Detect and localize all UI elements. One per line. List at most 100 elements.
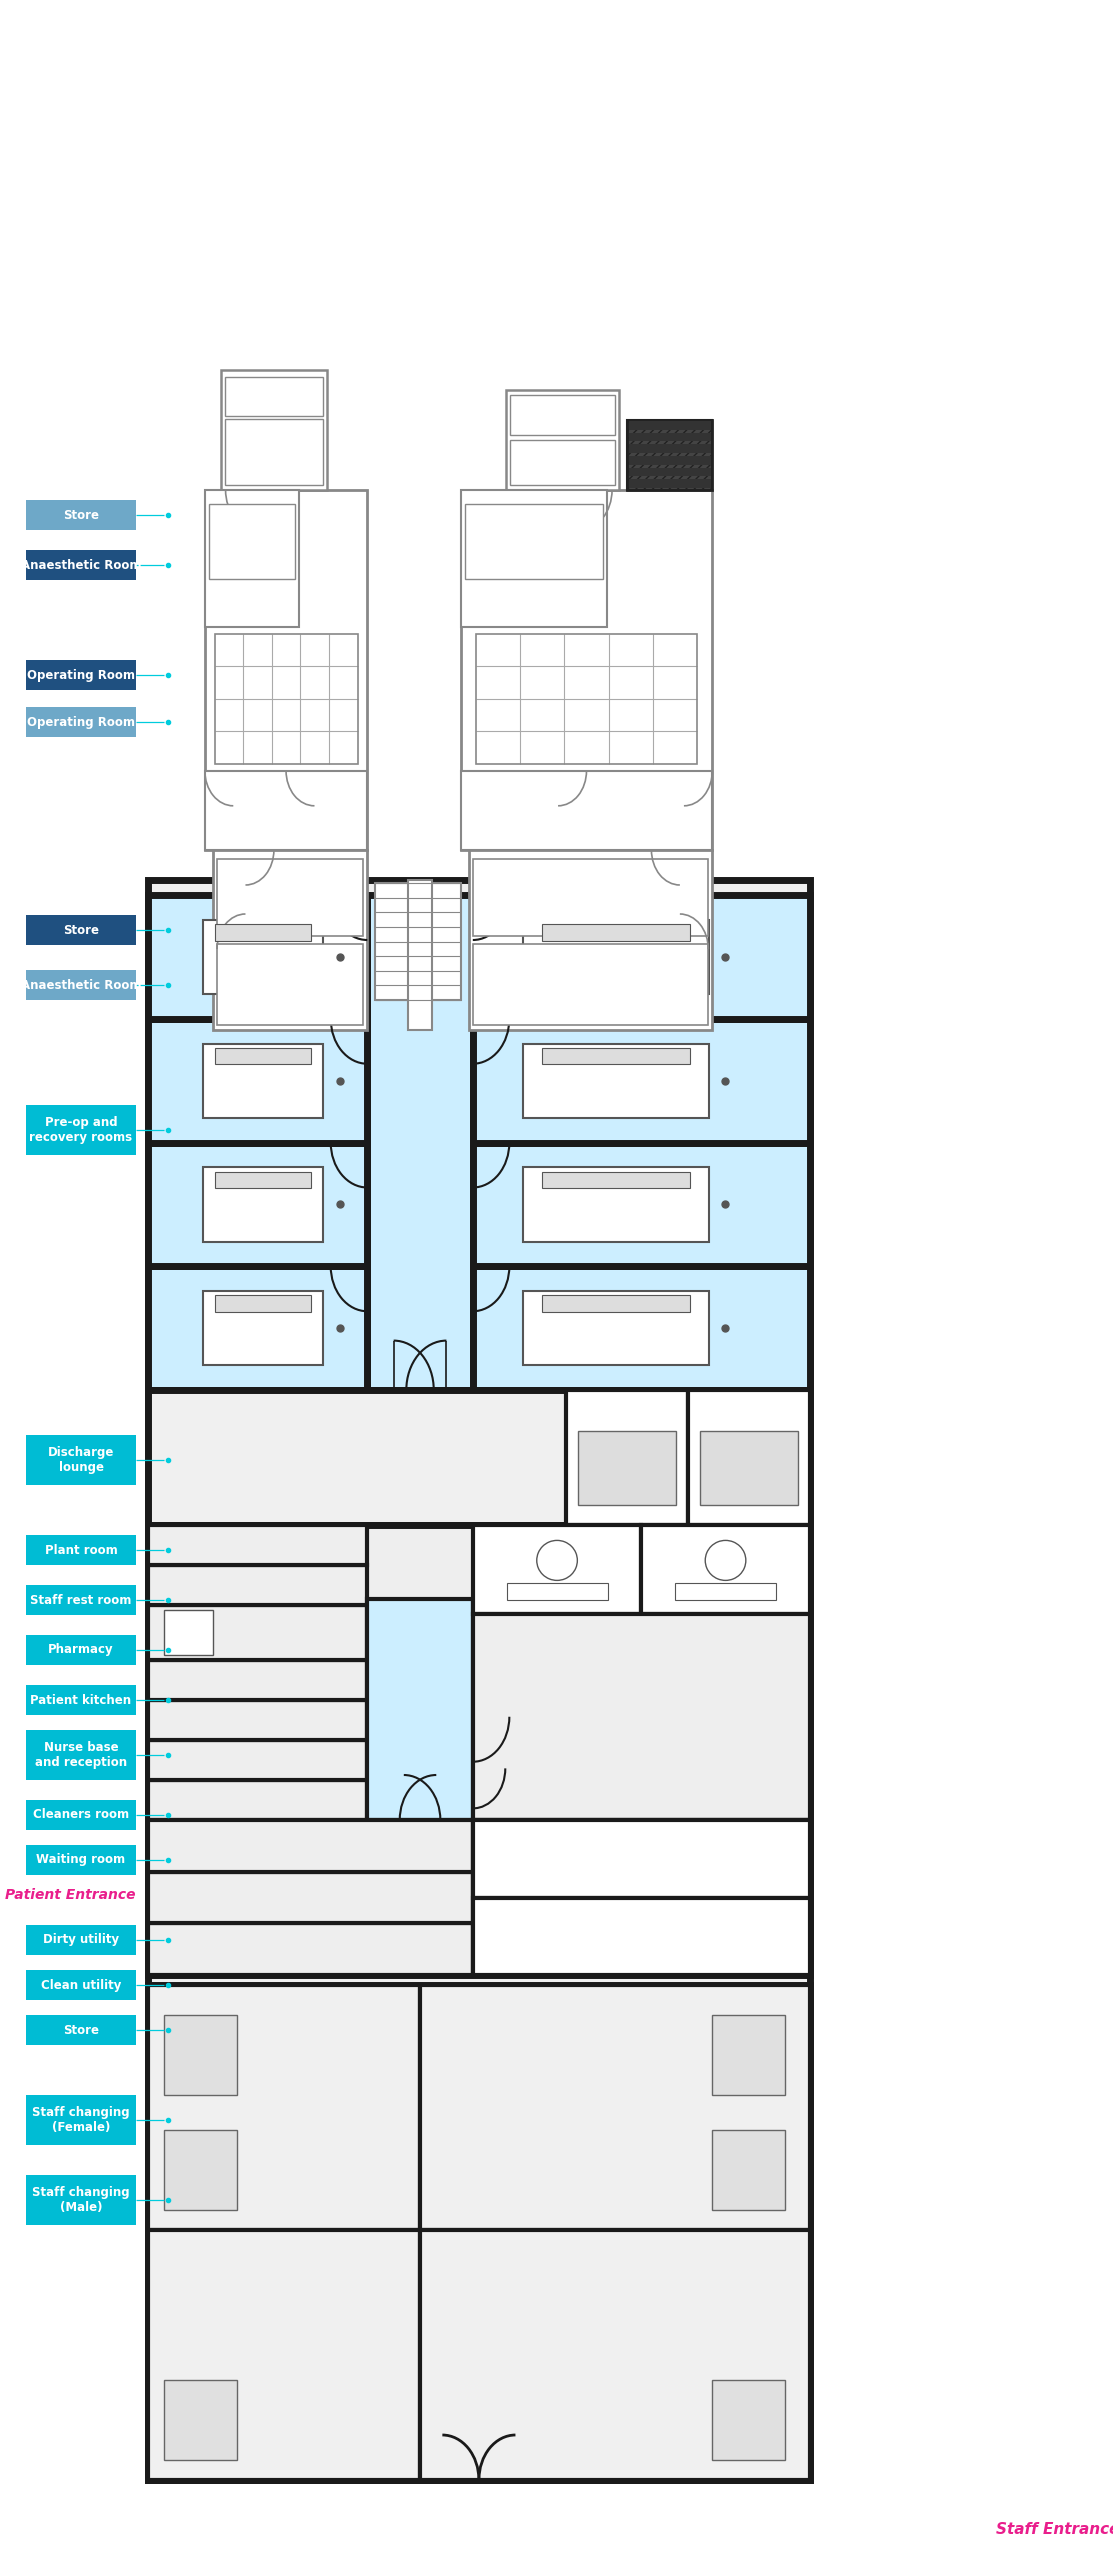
Bar: [367, 896, 473, 1390]
Bar: [674, 1582, 776, 1600]
Bar: [473, 896, 810, 1019]
Bar: [475, 635, 697, 763]
Bar: [148, 1820, 473, 1871]
Bar: [27, 1731, 136, 1779]
Bar: [148, 1820, 810, 1974]
Bar: [27, 1636, 136, 1664]
Text: Plant room: Plant room: [45, 1544, 118, 1556]
Bar: [221, 371, 327, 489]
Bar: [27, 914, 136, 945]
Bar: [367, 1600, 473, 1820]
Bar: [209, 504, 295, 579]
Bar: [465, 504, 602, 579]
Bar: [542, 1172, 690, 1188]
Bar: [203, 1167, 324, 1242]
Bar: [469, 850, 712, 1029]
Bar: [420, 1984, 810, 2230]
Text: Dirty utility: Dirty utility: [43, 1933, 119, 1946]
Text: Operating Room: Operating Room: [27, 668, 135, 681]
Bar: [165, 2130, 237, 2209]
Bar: [148, 1019, 367, 1142]
Bar: [629, 479, 711, 489]
Bar: [523, 919, 709, 993]
Bar: [165, 2381, 237, 2460]
Bar: [523, 1290, 709, 1364]
Bar: [407, 881, 432, 1029]
Text: Waiting room: Waiting room: [37, 1853, 126, 1866]
Bar: [628, 420, 712, 489]
Bar: [205, 489, 299, 627]
Bar: [461, 489, 712, 850]
Bar: [27, 1800, 136, 1830]
Bar: [629, 420, 711, 430]
Bar: [148, 1390, 810, 1526]
Text: Staff Entrance: Staff Entrance: [996, 2522, 1113, 2537]
Bar: [148, 896, 367, 1019]
Bar: [473, 1897, 810, 1974]
Bar: [473, 1820, 810, 1974]
Bar: [148, 1526, 367, 1564]
Text: Patient Entrance: Patient Entrance: [6, 1889, 136, 1902]
Bar: [473, 1142, 810, 1267]
Bar: [215, 1047, 312, 1065]
Bar: [27, 1971, 136, 1999]
Bar: [579, 1431, 676, 1505]
Bar: [506, 1582, 608, 1600]
Bar: [205, 771, 367, 850]
Bar: [473, 945, 708, 1024]
Bar: [700, 1431, 798, 1505]
Bar: [688, 1390, 810, 1526]
Bar: [27, 2094, 136, 2145]
Text: Operating Room: Operating Room: [27, 714, 135, 730]
Bar: [217, 945, 363, 1024]
Bar: [165, 1610, 213, 1654]
Bar: [148, 1923, 473, 1974]
Bar: [27, 1536, 136, 1564]
Bar: [712, 2015, 786, 2094]
Bar: [628, 420, 712, 489]
Text: Discharge
lounge: Discharge lounge: [48, 1446, 115, 1475]
Text: Staff changing
(Female): Staff changing (Female): [32, 2107, 130, 2135]
Bar: [215, 635, 357, 763]
Text: Cleaners room: Cleaners room: [33, 1807, 129, 1823]
Text: Staff rest room: Staff rest room: [30, 1592, 131, 1608]
Text: Patient kitchen: Patient kitchen: [30, 1695, 131, 1708]
Bar: [27, 499, 136, 530]
Bar: [148, 1984, 810, 2230]
Bar: [473, 1820, 810, 1897]
Bar: [712, 2381, 786, 2460]
Text: Clean utility: Clean utility: [41, 1979, 121, 1992]
Bar: [148, 2230, 810, 2481]
Text: Pre-op and
recovery rooms: Pre-op and recovery rooms: [29, 1116, 132, 1144]
Bar: [641, 1526, 810, 1613]
Bar: [629, 445, 711, 453]
Bar: [203, 1044, 324, 1119]
Bar: [148, 1659, 367, 1700]
Bar: [629, 433, 711, 440]
Text: Anaesthetic Room: Anaesthetic Room: [21, 558, 141, 571]
Bar: [473, 1526, 641, 1613]
Bar: [567, 1390, 688, 1526]
Bar: [148, 1605, 367, 1659]
Bar: [213, 850, 367, 1029]
Bar: [225, 420, 323, 484]
Bar: [203, 1290, 324, 1364]
Bar: [27, 1925, 136, 1956]
Bar: [217, 860, 363, 937]
Text: Nurse base
and reception: Nurse base and reception: [35, 1741, 127, 1769]
Text: Pharmacy: Pharmacy: [48, 1644, 114, 1656]
Bar: [148, 1267, 367, 1390]
Bar: [148, 1984, 420, 2230]
Bar: [712, 2130, 786, 2209]
Bar: [148, 1741, 367, 1779]
Text: Store: Store: [63, 509, 99, 522]
Bar: [27, 550, 136, 581]
Bar: [27, 1106, 136, 1155]
Text: Anaesthetic Room: Anaesthetic Room: [21, 978, 141, 991]
Bar: [461, 489, 607, 627]
Bar: [473, 1267, 810, 1390]
Bar: [148, 1871, 473, 1923]
Text: Store: Store: [63, 2022, 99, 2038]
Bar: [461, 771, 712, 850]
Text: Store: Store: [63, 924, 99, 937]
